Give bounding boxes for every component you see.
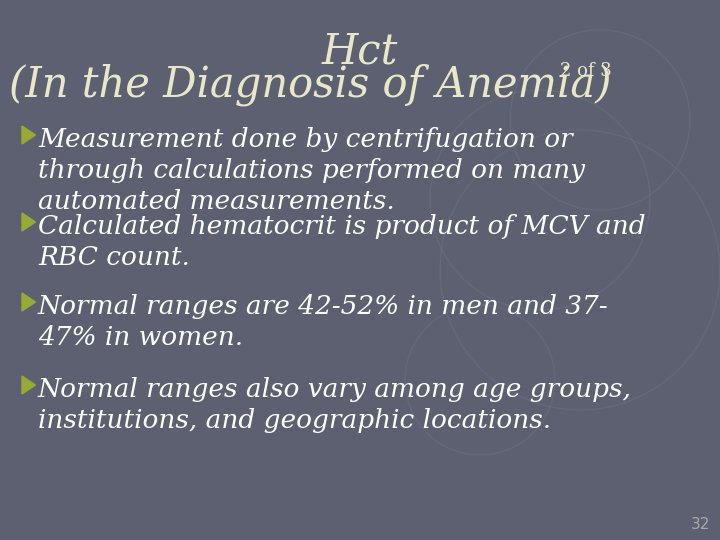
Text: Normal ranges also vary among age groups,
institutions, and geographic locations: Normal ranges also vary among age groups… [38,377,632,433]
Text: Hct: Hct [322,30,398,72]
Polygon shape [22,376,35,394]
Text: Measurement done by centrifugation or
through calculations performed on many
aut: Measurement done by centrifugation or th… [38,127,585,214]
Polygon shape [22,126,35,144]
Polygon shape [22,293,35,311]
Text: Calculated hematocrit is product of MCV and
RBC count.: Calculated hematocrit is product of MCV … [38,214,646,270]
Text: 32: 32 [690,517,710,532]
Text: (In the Diagnosis of Anemia): (In the Diagnosis of Anemia) [9,64,611,106]
Polygon shape [22,213,35,231]
Text: Normal ranges are 42-52% in men and 37-
47% in women.: Normal ranges are 42-52% in men and 37- … [38,294,608,350]
Text: 2 of 3: 2 of 3 [560,62,612,80]
